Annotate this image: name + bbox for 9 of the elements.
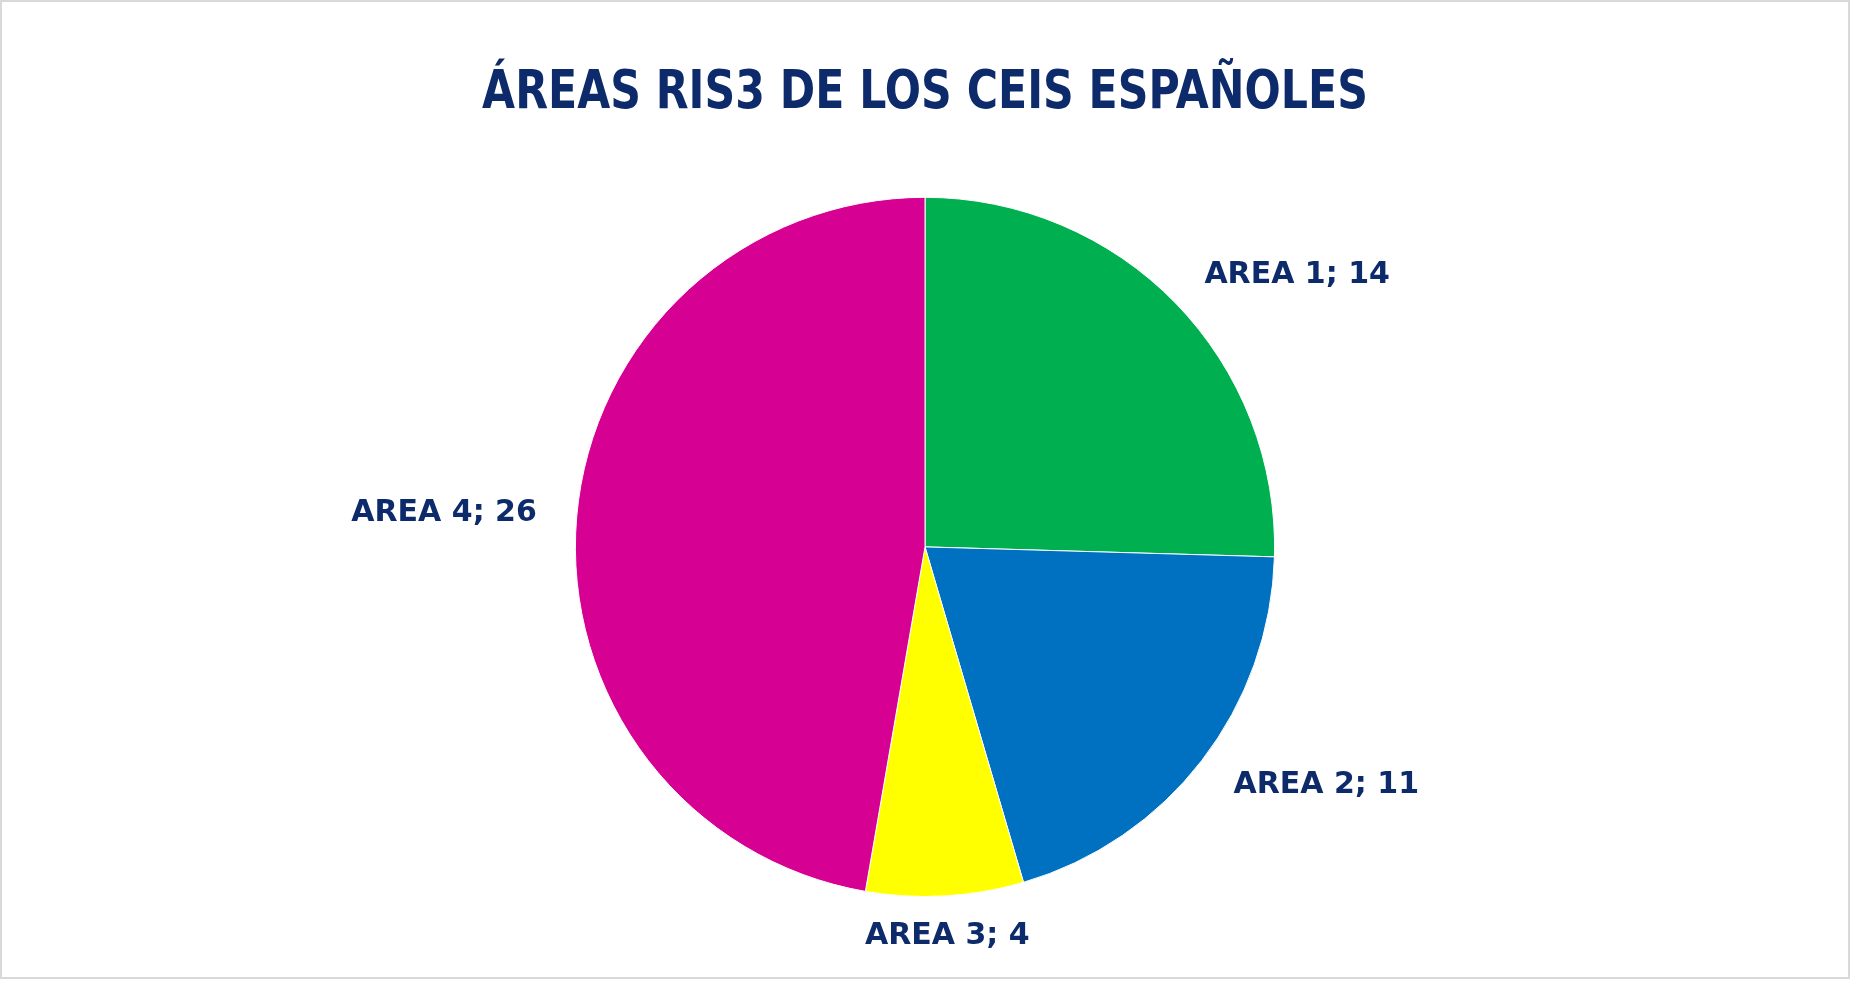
- slice-label: AREA 4: [351, 493, 473, 529]
- chart-title: ÁREAS RIS3 DE LOS CEIS ESPAÑOLES: [482, 58, 1368, 121]
- slice-label: AREA 3: [864, 915, 987, 951]
- slice-label: AREA 2: [1233, 764, 1355, 800]
- data-label: ; 26: [472, 493, 537, 529]
- slice-label: AREA 1: [1204, 255, 1326, 291]
- data-label: ; 11: [1354, 764, 1420, 800]
- data-label: ; 14: [1325, 255, 1390, 291]
- data-label: ; 4: [986, 915, 1030, 951]
